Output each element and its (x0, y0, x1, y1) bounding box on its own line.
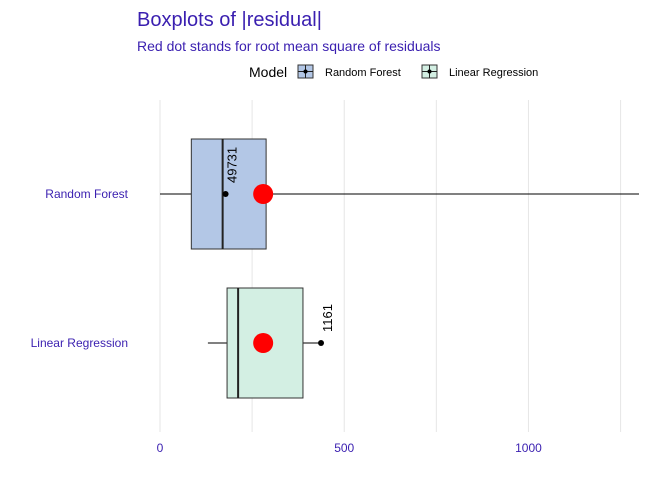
legend-title: Model (249, 64, 287, 80)
legend-swatch-dot (303, 69, 308, 74)
legend-label: Random Forest (325, 67, 401, 79)
legend-swatch-dot (427, 69, 432, 74)
legend: Model Random Forest Linear Regression (249, 64, 538, 80)
mean-value-label: 1161 (320, 304, 335, 332)
rms-dot (253, 184, 274, 204)
y-category-label: Linear Regression (31, 336, 128, 350)
box-linear-regression: 1161 (207, 287, 335, 399)
mean-point (222, 191, 229, 197)
mean-point (318, 340, 325, 346)
chart-subtitle: Red dot stands for root mean square of r… (137, 38, 441, 54)
chart-title: Boxplots of |residual| (137, 9, 322, 31)
plot-marks: 49731 1161 (160, 138, 639, 399)
legend-label: Linear Regression (449, 67, 538, 79)
legend-key: Linear Regression (421, 64, 538, 79)
rms-dot (253, 333, 274, 353)
legend-key: Random Forest (297, 64, 401, 79)
x-tick-label: 0 (157, 441, 164, 455)
y-category-label: Random Forest (45, 187, 128, 201)
x-tick-label: 1000 (515, 441, 542, 455)
box-random-forest: 49731 (160, 138, 639, 250)
axis: 0 500 1000 Random Forest Linear Regression (31, 187, 543, 455)
x-tick-label: 500 (334, 441, 354, 455)
mean-value-label: 49731 (225, 147, 240, 183)
